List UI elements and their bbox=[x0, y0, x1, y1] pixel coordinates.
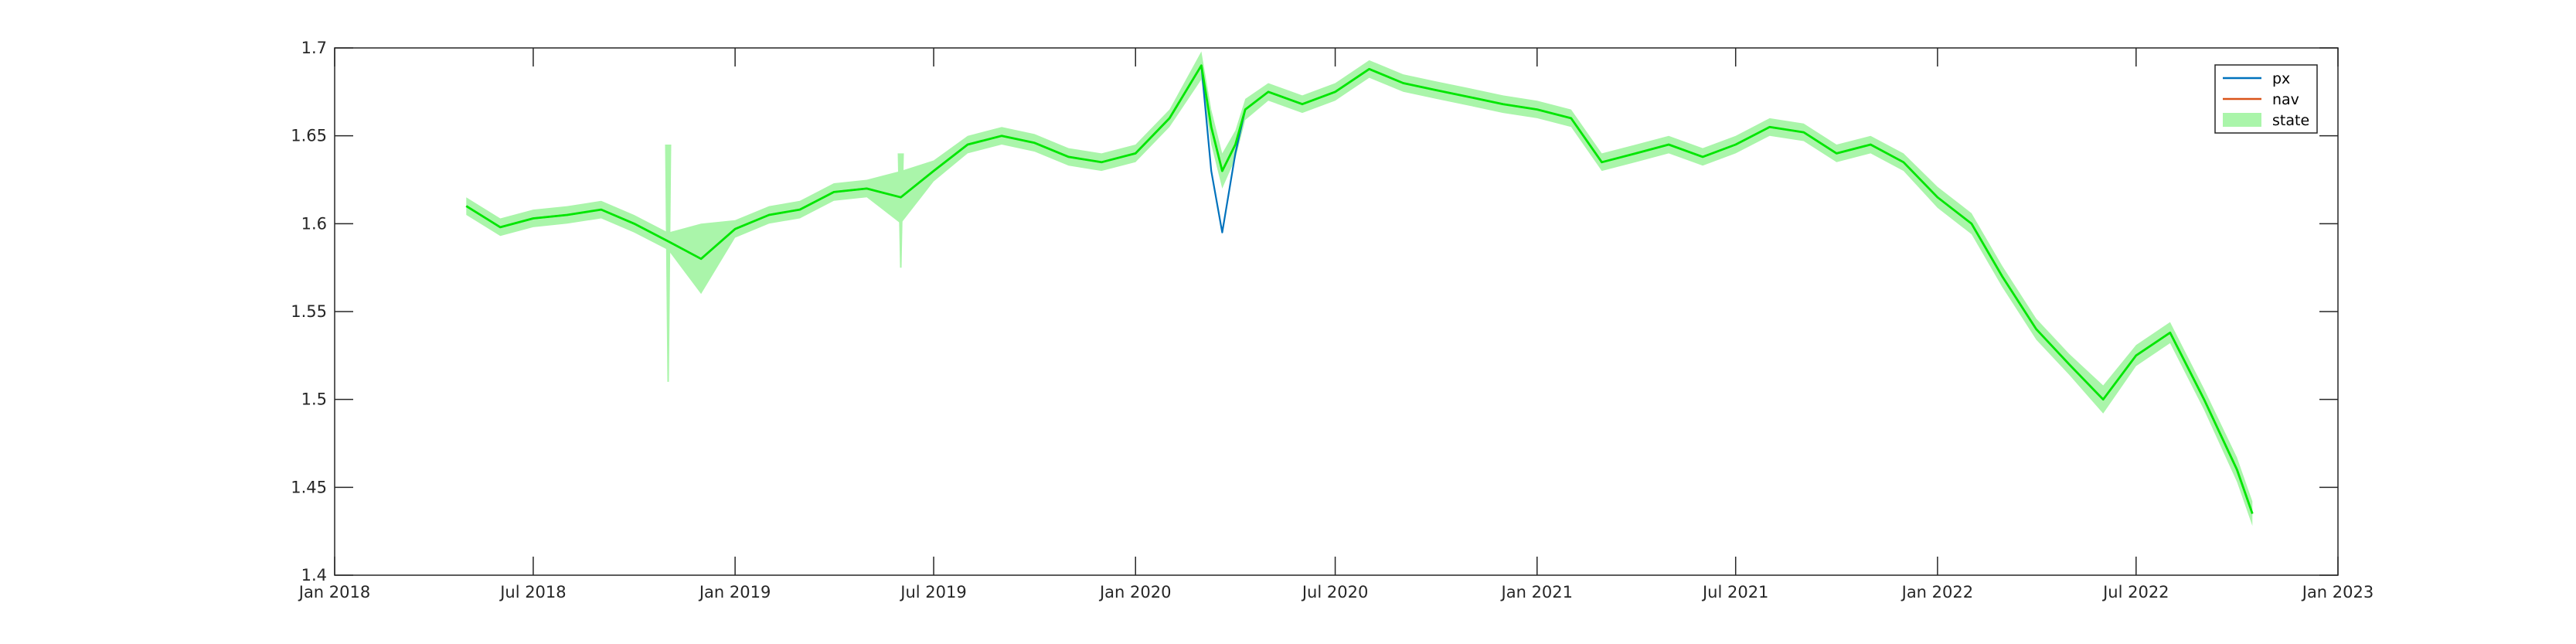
state-band-layer bbox=[466, 51, 2253, 526]
series-line-layer bbox=[465, 64, 2254, 514]
x-tick-label: Jul 2021 bbox=[1701, 583, 1768, 601]
y-tick-label: 1.4 bbox=[301, 566, 327, 584]
y-tick-label: 1.5 bbox=[301, 390, 327, 409]
state-band-spike-1 bbox=[897, 153, 904, 268]
state-band-area bbox=[466, 51, 2253, 526]
x-tick-label: Jan 2019 bbox=[698, 583, 771, 601]
x-tick-label: Jan 2023 bbox=[2301, 583, 2374, 601]
legend-label-state: state bbox=[2272, 112, 2309, 129]
legend-label-nav: nav bbox=[2272, 91, 2299, 108]
x-axis: Jan 2018 Jul 2018 Jan 2019 Jul 2019 Jan 2020… bbox=[298, 48, 2374, 601]
y-tick-label: 1.7 bbox=[301, 39, 327, 57]
x-tick-label: Jul 2022 bbox=[2101, 583, 2169, 601]
y-axis: 1.4 1.45 1.5 1.55 1.6 1.65 1.7 bbox=[291, 39, 2338, 584]
x-tick-label: Jan 2022 bbox=[1901, 583, 1974, 601]
state-band-spike-layer bbox=[665, 145, 904, 382]
plot-area bbox=[335, 48, 2338, 575]
legend-swatch-state bbox=[2223, 113, 2261, 127]
x-tick-label: Jan 2020 bbox=[1098, 583, 1172, 601]
state-band-spike-0 bbox=[665, 145, 672, 382]
y-tick-label: 1.6 bbox=[301, 214, 327, 233]
legend: px nav state bbox=[2214, 64, 2318, 134]
series-line-state bbox=[465, 64, 2254, 514]
legend-label-px: px bbox=[2272, 70, 2290, 87]
y-tick-label: 1.45 bbox=[291, 478, 327, 496]
x-tick-label: Jul 2019 bbox=[899, 583, 966, 601]
x-tick-label: Jul 2020 bbox=[1301, 583, 1368, 601]
y-tick-label: 1.65 bbox=[291, 127, 327, 145]
x-tick-label: Jan 2018 bbox=[298, 583, 371, 601]
y-tick-label: 1.55 bbox=[291, 302, 327, 321]
x-tick-label: Jan 2021 bbox=[1500, 583, 1574, 601]
x-tick-label: Jul 2018 bbox=[499, 583, 566, 601]
